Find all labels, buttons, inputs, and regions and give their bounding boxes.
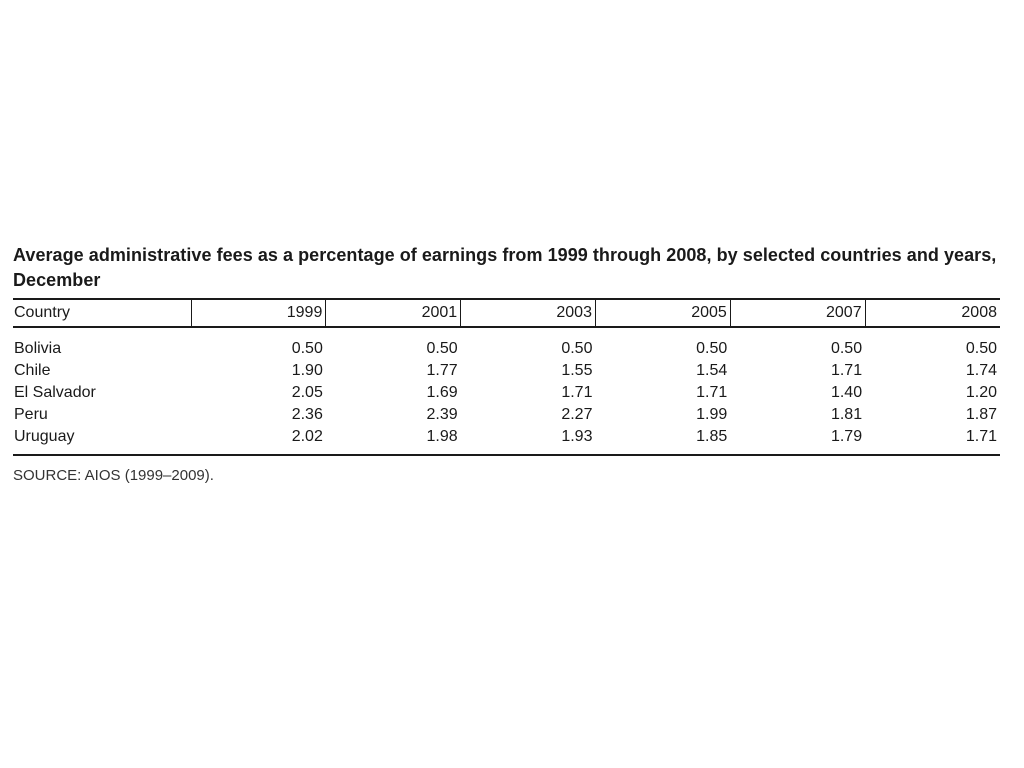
country-cell: Chile: [14, 362, 51, 379]
table-row: Peru 2.36 2.39 2.27 1.99 1.81 1.87: [13, 404, 1000, 426]
value-cell: 1.87: [965, 406, 997, 423]
value-cell: 1.98: [426, 428, 458, 445]
value-cell: 2.02: [291, 428, 323, 445]
table-row: Bolivia 0.50 0.50 0.50 0.50 0.50 0.50: [13, 338, 1000, 360]
value-cell: 1.93: [561, 428, 593, 445]
value-cell: 1.71: [965, 428, 997, 445]
header-row: Country 1999 2001 2003 2005 2007 2008: [13, 298, 1000, 328]
column-header-year: 1999: [190, 298, 326, 328]
table-row: Uruguay 2.02 1.98 1.93 1.85 1.79 1.71: [13, 426, 1000, 448]
column-header-year: 2003: [460, 298, 596, 328]
table-row: El Salvador 2.05 1.69 1.71 1.71 1.40 1.2…: [13, 382, 1000, 404]
table-row: Chile 1.90 1.77 1.55 1.54 1.71 1.74: [13, 360, 1000, 382]
table-body: Bolivia 0.50 0.50 0.50 0.50 0.50 0.50 Ch…: [13, 327, 1000, 456]
value-cell: 1.99: [696, 406, 728, 423]
value-cell: 2.36: [291, 406, 323, 423]
country-cell: Bolivia: [14, 340, 62, 357]
value-cell: 1.71: [830, 362, 863, 379]
value-cell: 2.39: [426, 406, 458, 423]
value-cell: 1.85: [696, 428, 728, 445]
value-cell: 2.05: [291, 384, 323, 401]
value-cell: 0.50: [696, 340, 728, 357]
value-cell: 1.55: [561, 362, 593, 379]
value-cell: 0.50: [291, 340, 323, 357]
column-header-country: Country: [13, 298, 192, 328]
value-cell: 1.81: [830, 406, 863, 423]
column-header-year: 2001: [325, 298, 461, 328]
fees-table: Country 1999 2001 2003 2005 2007 2008 Bo…: [13, 298, 1000, 456]
value-cell: 1.71: [696, 384, 728, 401]
value-cell: 1.77: [426, 362, 458, 379]
value-cell: 0.50: [965, 340, 997, 357]
value-cell: 1.71: [561, 384, 593, 401]
value-cell: 2.27: [561, 406, 593, 423]
country-cell: Peru: [14, 406, 48, 423]
column-header-year: 2008: [864, 298, 1000, 328]
table-bottom-rule: [13, 448, 1000, 456]
column-header-year: 2007: [729, 298, 866, 328]
value-cell: 1.54: [696, 362, 728, 379]
table-header: Country 1999 2001 2003 2005 2007 2008: [13, 298, 1000, 328]
value-cell: 1.20: [965, 384, 997, 401]
value-cell: 0.50: [830, 340, 863, 357]
value-cell: 1.40: [830, 384, 863, 401]
value-cell: 0.50: [561, 340, 593, 357]
table-spacer: [13, 327, 1000, 338]
value-cell: 1.69: [426, 384, 458, 401]
value-cell: 1.90: [291, 362, 323, 379]
table-title: Average administrative fees as a percent…: [13, 245, 997, 290]
source-note: SOURCE: AIOS (1999–2009).: [13, 467, 214, 484]
column-header-year: 2005: [594, 298, 731, 328]
country-cell: Uruguay: [14, 428, 75, 445]
document: Average administrative fees as a percent…: [13, 243, 1000, 484]
value-cell: 1.79: [830, 428, 863, 445]
value-cell: 1.74: [965, 362, 997, 379]
value-cell: 0.50: [426, 340, 458, 357]
country-cell: El Salvador: [14, 384, 96, 401]
